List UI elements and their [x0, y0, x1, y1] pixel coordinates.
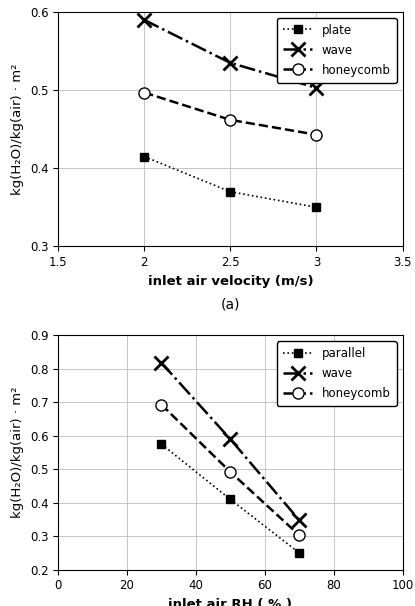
parallel [228, 496, 233, 503]
honeycomb [142, 89, 147, 96]
wave [159, 359, 164, 367]
plate [314, 204, 319, 211]
Line: wave: wave [154, 356, 306, 527]
Legend: plate, wave, honeycomb: plate, wave, honeycomb [277, 18, 397, 83]
Line: honeycomb: honeycomb [156, 399, 305, 541]
Y-axis label: kg(H₂O)/kg(air) · m²: kg(H₂O)/kg(air) · m² [11, 64, 24, 195]
plate [142, 153, 147, 160]
plate [228, 188, 233, 195]
honeycomb [159, 401, 164, 408]
honeycomb [228, 116, 233, 124]
wave [228, 436, 233, 443]
Line: plate: plate [140, 152, 321, 211]
parallel [159, 441, 164, 448]
Text: (a): (a) [221, 298, 240, 312]
wave [142, 16, 147, 24]
parallel [297, 549, 302, 556]
wave [297, 516, 302, 524]
X-axis label: inlet air RH ( % ): inlet air RH ( % ) [168, 598, 292, 606]
Y-axis label: kg(H₂O)/kg(air) · m²: kg(H₂O)/kg(air) · m² [11, 387, 24, 518]
wave [228, 59, 233, 67]
honeycomb [314, 131, 319, 138]
honeycomb [297, 531, 302, 539]
wave [314, 84, 319, 92]
Line: parallel: parallel [157, 440, 303, 557]
Legend: parallel, wave, honeycomb: parallel, wave, honeycomb [277, 341, 397, 406]
honeycomb [228, 468, 233, 476]
Line: honeycomb: honeycomb [139, 87, 322, 140]
Line: wave: wave [137, 13, 323, 95]
X-axis label: inlet air velocity (m/s): inlet air velocity (m/s) [147, 275, 313, 288]
